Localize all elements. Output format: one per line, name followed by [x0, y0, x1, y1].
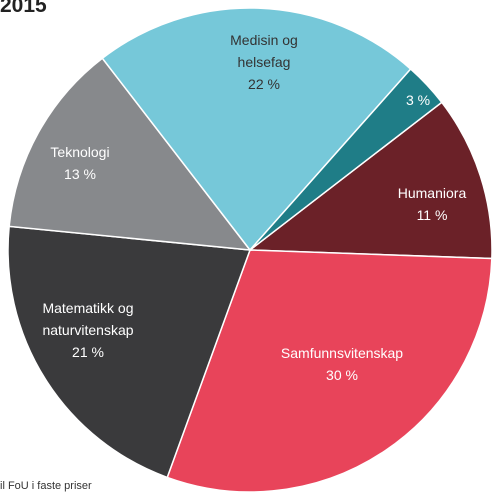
pie-slice	[249, 67, 443, 251]
pie-slice	[166, 249, 492, 493]
slice-category: Matematikk og naturvitenskap	[42, 300, 134, 338]
footnote: il FoU i faste priser	[0, 480, 92, 492]
pie-slice	[101, 7, 412, 252]
slice-label: Medisin og helsefag 22 %	[204, 29, 324, 95]
slice-category: Humaniora	[397, 185, 467, 201]
slice-value: 3 %	[405, 92, 431, 108]
slice-label: 3 %	[388, 89, 448, 111]
slice-category: Samfunnsvitenskap	[280, 345, 404, 361]
slice-category: Medisin og helsefag	[230, 32, 298, 70]
slice-value: 30 %	[326, 367, 358, 383]
slice-value: 13 %	[64, 166, 96, 182]
pie-slice	[8, 57, 252, 251]
slice-label: Matematikk og naturvitenskap 21 %	[13, 297, 163, 363]
slice-category: Teknologi	[50, 144, 110, 160]
pie-slice	[7, 225, 252, 479]
slice-value: 11 %	[416, 207, 448, 223]
slice-label: Samfunnsvitenskap 30 %	[252, 342, 432, 386]
chart-title: 2015	[0, 0, 47, 17]
slice-value: 22 %	[248, 76, 280, 92]
slice-label: Humaniora 11 %	[382, 182, 482, 226]
slice-label: Teknologi 13 %	[25, 141, 135, 185]
slice-value: 21 %	[72, 344, 104, 360]
